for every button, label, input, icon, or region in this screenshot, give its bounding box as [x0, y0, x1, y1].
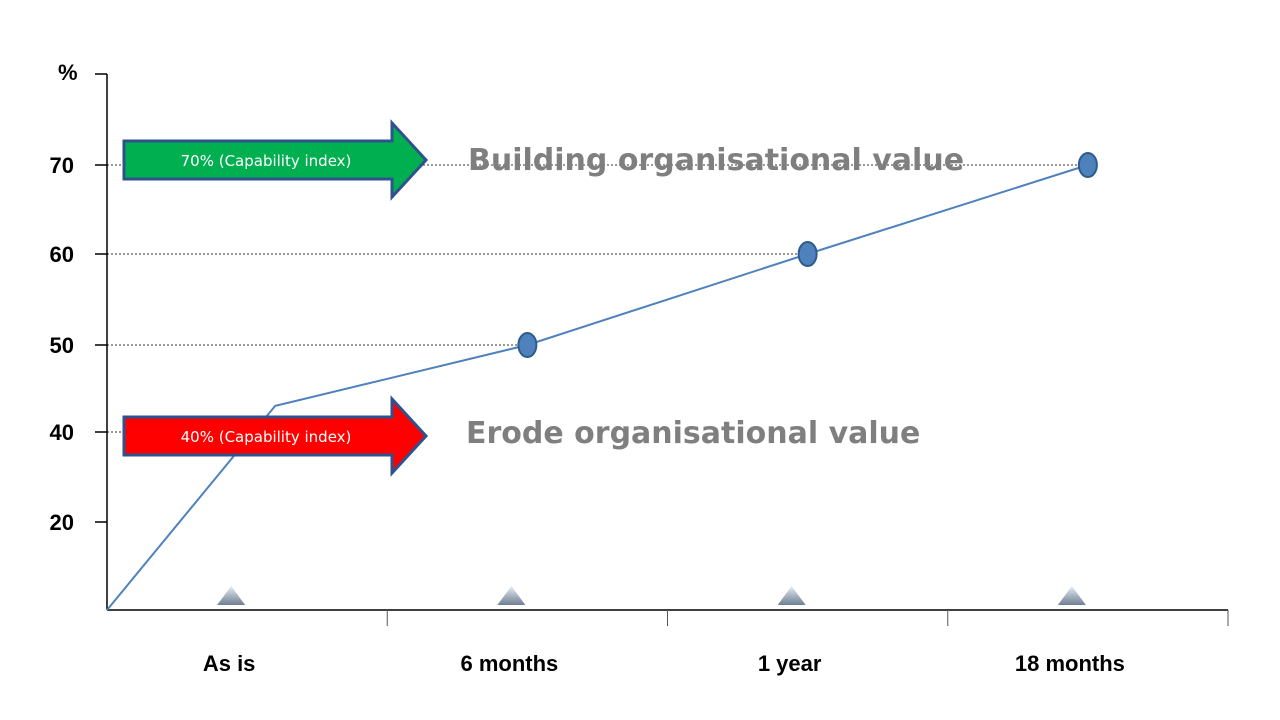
- y-tick-label-20: 20: [50, 510, 74, 535]
- y-tick-label-50: 50: [50, 333, 74, 358]
- data-point: [517, 332, 538, 358]
- y-tick-label-40: 40: [50, 420, 74, 445]
- category-label: 6 months: [460, 651, 558, 676]
- category-triangle-icon: [777, 586, 806, 605]
- erode-value-label: Erode organisational value: [466, 416, 920, 451]
- low-arrow-shape: [122, 395, 429, 477]
- y-tick-label-70: 70: [50, 153, 74, 178]
- data-point: [797, 241, 818, 267]
- reference-lines: [107, 164, 1088, 433]
- y-tick-label-60: 60: [50, 242, 74, 267]
- category-label: As is: [203, 651, 256, 676]
- category-triangle-icon: [1057, 586, 1086, 605]
- high-arrow-shape: [122, 119, 429, 201]
- high-arrow-label: 70% (Capability index): [181, 152, 352, 170]
- series: [106, 152, 1098, 611]
- data-point: [1077, 152, 1098, 178]
- y-axis-label: %: [58, 60, 78, 85]
- category-label: 18 months: [1015, 651, 1125, 676]
- x-axis-ticks: As is 6 months 1 year 18 months: [203, 610, 1229, 676]
- category-triangle-icon: [217, 586, 246, 605]
- series-line: [106, 164, 1089, 611]
- y-axis-ticks: 20 40 50 60 70: [50, 153, 107, 535]
- category-markers: [217, 586, 1086, 605]
- category-triangle-icon: [497, 586, 526, 605]
- category-label: 1 year: [758, 651, 822, 676]
- high-capability-arrow: 70% (Capability index): [122, 119, 429, 201]
- building-value-label: Building organisational value: [468, 143, 964, 178]
- low-arrow-label: 40% (Capability index): [181, 428, 352, 446]
- low-capability-arrow: 40% (Capability index): [122, 395, 429, 477]
